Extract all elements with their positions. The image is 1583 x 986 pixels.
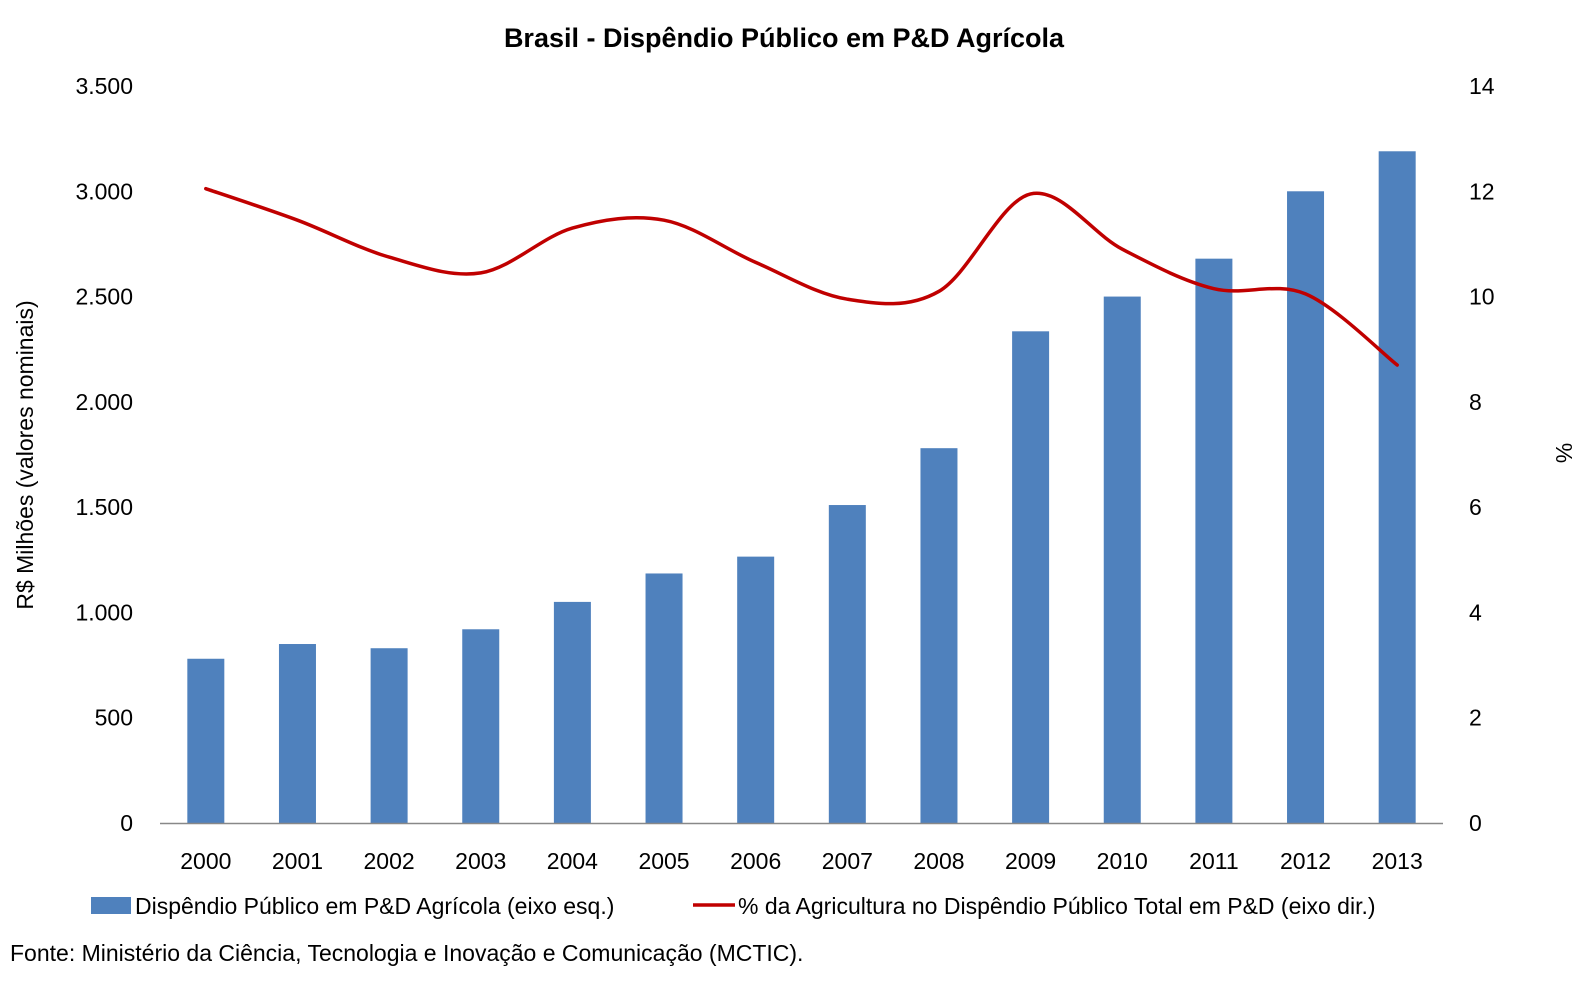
- y-left-ticks: 0 500 1.000 1.500 2.000 2.500 3.000 3.500: [75, 73, 133, 836]
- x-tick-label: 2008: [913, 848, 964, 874]
- bar: [1012, 331, 1050, 823]
- x-tick-label: 2010: [1097, 848, 1148, 874]
- bar: [278, 644, 316, 823]
- y-right-tick-label: 6: [1469, 494, 1482, 520]
- x-tick-label: 2000: [180, 848, 231, 874]
- y-right-axis-label: %: [1551, 443, 1577, 463]
- y-left-tick-label: 1.500: [75, 494, 133, 520]
- legend-bar-label: Dispêndio Público em P&D Agrícola (eixo …: [135, 893, 614, 919]
- x-tick-label: 2006: [730, 848, 781, 874]
- legend-bar-swatch: [91, 897, 131, 914]
- y-left-tick-label: 500: [95, 705, 133, 731]
- x-tick-label: 2002: [364, 848, 415, 874]
- bar: [462, 629, 500, 823]
- y-left-tick-label: 3.000: [75, 178, 133, 204]
- x-tick-labels: 2000 2001 2002 2003 2004 2005 2006 2007 2008 2009…: [180, 848, 1423, 874]
- y-left-tick-label: 0: [120, 810, 133, 836]
- y-right-tick-label: 0: [1469, 810, 1482, 836]
- bar: [1378, 151, 1416, 823]
- bar: [737, 556, 775, 823]
- bar: [187, 658, 225, 823]
- bar: [553, 601, 591, 823]
- source-note: Fonte: Ministério da Ciência, Tecnologia…: [10, 940, 804, 966]
- y-left-axis-label: R$ Milhões (valores nominais): [12, 300, 38, 609]
- bar: [828, 505, 866, 823]
- bar-series: [187, 151, 1416, 824]
- legend-line-label: % da Agricultura no Dispêndio Público To…: [738, 893, 1376, 919]
- x-tick-label: 2013: [1372, 848, 1423, 874]
- y-right-tick-label: 8: [1469, 389, 1482, 415]
- bar: [1103, 296, 1141, 824]
- bar: [920, 448, 958, 823]
- bar: [645, 573, 683, 823]
- chart-title: Brasil - Dispêndio Público em P&D Agríco…: [504, 23, 1065, 53]
- x-tick-label: 2003: [455, 848, 506, 874]
- y-right-tick-label: 2: [1469, 705, 1482, 731]
- bar: [1287, 191, 1325, 824]
- percent-line-series: [204, 186, 1399, 367]
- x-tick-label: 2005: [638, 848, 689, 874]
- y-left-tick-label: 3.500: [75, 73, 133, 99]
- y-left-tick-label: 1.000: [75, 599, 133, 625]
- x-tick-label: 2009: [1005, 848, 1056, 874]
- legend: Dispêndio Público em P&D Agrícola (eixo …: [91, 893, 1376, 919]
- y-right-tick-label: 10: [1469, 284, 1495, 310]
- y-right-tick-label: 12: [1469, 178, 1495, 204]
- y-right-tick-label: 14: [1469, 73, 1495, 99]
- x-tick-label: 2007: [822, 848, 873, 874]
- x-tick-label: 2012: [1280, 848, 1331, 874]
- bar: [1195, 258, 1233, 823]
- y-left-tick-label: 2.000: [75, 389, 133, 415]
- y-left-tick-label: 2.500: [75, 284, 133, 310]
- x-tick-label: 2004: [547, 848, 598, 874]
- y-right-tick-label: 4: [1469, 599, 1482, 625]
- x-tick-label: 2001: [272, 848, 323, 874]
- y-right-ticks: 0 2 4 6 8 10 12 14: [1469, 73, 1495, 836]
- x-tick-label: 2011: [1189, 848, 1238, 874]
- bar: [370, 648, 408, 823]
